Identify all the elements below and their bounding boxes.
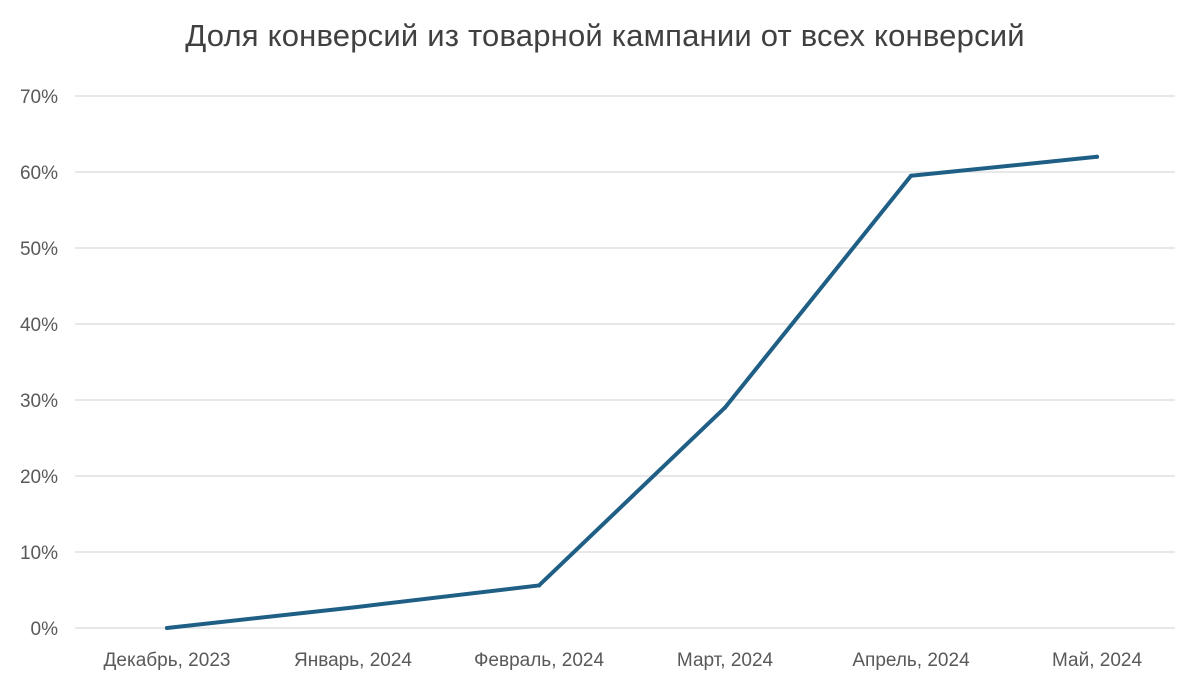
y-axis: 0% 10% 20% 30% 40% 50% 60% 70% bbox=[20, 87, 58, 640]
x-axis: Декабрь, 2023 Январь, 2024 Февраль, 2024 Ма… bbox=[104, 650, 1143, 671]
y-tick-label: 0% bbox=[31, 619, 59, 640]
data-point bbox=[537, 583, 541, 588]
data-point bbox=[1095, 154, 1099, 159]
series-line bbox=[165, 154, 1099, 630]
y-tick-label: 40% bbox=[20, 315, 58, 336]
series-group bbox=[165, 154, 1099, 630]
chart-title: Доля конверсий из товарной кампании от в… bbox=[185, 18, 1025, 53]
y-tick-label: 60% bbox=[20, 163, 58, 184]
x-tick-label: Январь, 2024 bbox=[294, 650, 412, 671]
x-tick-label: Март, 2024 bbox=[677, 650, 774, 671]
data-point bbox=[165, 626, 169, 630]
data-point bbox=[909, 173, 913, 178]
y-tick-label: 20% bbox=[20, 467, 58, 488]
y-tick-label: 10% bbox=[20, 543, 58, 564]
x-tick-label: Апрель, 2024 bbox=[852, 650, 970, 671]
x-tick-label: Декабрь, 2023 bbox=[104, 650, 231, 671]
y-tick-label: 50% bbox=[20, 239, 58, 260]
x-tick-label: Май, 2024 bbox=[1052, 650, 1142, 671]
y-tick-label: 70% bbox=[20, 87, 58, 108]
gridlines bbox=[75, 95, 1175, 629]
x-tick-label: Февраль, 2024 bbox=[474, 650, 604, 671]
data-point bbox=[723, 405, 727, 410]
y-tick-label: 30% bbox=[20, 391, 58, 412]
data-point bbox=[351, 605, 355, 610]
